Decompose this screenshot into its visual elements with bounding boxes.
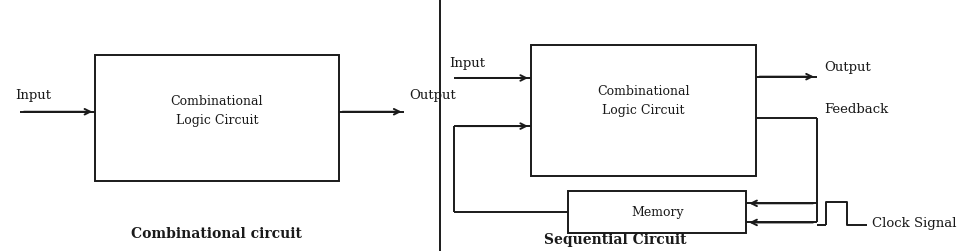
- Text: Input: Input: [450, 57, 486, 70]
- Bar: [95, 56, 339, 181]
- Text: Sequential Circuit: Sequential Circuit: [544, 232, 686, 246]
- Bar: [568, 191, 747, 233]
- Text: Combinational
Logic Circuit: Combinational Logic Circuit: [597, 85, 689, 117]
- Text: Clock Signal: Clock Signal: [872, 216, 956, 229]
- Text: Combinational circuit: Combinational circuit: [131, 226, 302, 240]
- Bar: [531, 46, 755, 176]
- Text: Memory: Memory: [631, 206, 684, 218]
- Text: Combinational
Logic Circuit: Combinational Logic Circuit: [171, 95, 263, 127]
- Text: Input: Input: [16, 88, 51, 101]
- Text: Output: Output: [824, 61, 871, 74]
- Text: Feedback: Feedback: [824, 102, 888, 115]
- Text: Output: Output: [409, 88, 455, 101]
